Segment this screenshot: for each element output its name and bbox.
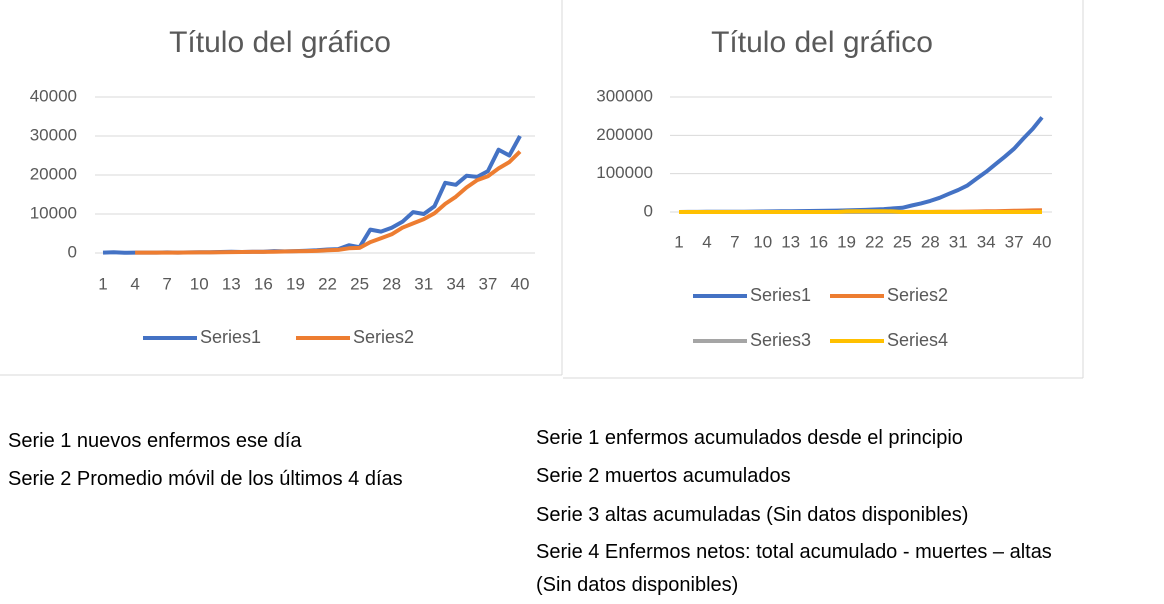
x-tick-label: 22 (865, 232, 884, 251)
x-tick-label: 19 (286, 274, 305, 293)
series-line (135, 150, 522, 255)
x-tick-label: 37 (478, 274, 497, 293)
note: Serie 2 Promedio móvil de los últimos 4 … (8, 468, 403, 490)
x-tick-label: 13 (222, 274, 241, 293)
note: Serie 4 Enfermos netos: total acumulado … (536, 541, 1052, 563)
x-tick-label: 28 (921, 232, 940, 251)
legend-label: Series4 (887, 330, 948, 350)
x-tick-label: 10 (190, 274, 209, 293)
legend-label: Series1 (750, 285, 811, 305)
x-tick-label: 34 (977, 232, 996, 251)
x-tick-label: 22 (318, 274, 337, 293)
note: Serie 2 muertos acumulados (536, 465, 791, 487)
legend-label: Series2 (887, 285, 948, 305)
x-tick-label: 34 (446, 274, 465, 293)
chart-title: Título del gráfico (169, 26, 391, 59)
x-tick-label: 40 (1033, 232, 1052, 251)
x-tick-label: 16 (809, 232, 828, 251)
y-tick-label: 40000 (30, 86, 77, 105)
x-tick-label: 1 (674, 232, 683, 251)
note: (Sin datos disponibles) (536, 574, 739, 596)
y-tick-label: 30000 (30, 125, 77, 144)
y-tick-label: 20000 (30, 164, 77, 183)
y-tick-label: 200000 (596, 125, 653, 144)
x-tick-label: 13 (781, 232, 800, 251)
chart-title: Título del gráfico (711, 26, 933, 59)
x-tick-label: 1 (98, 274, 107, 293)
x-tick-label: 28 (382, 274, 401, 293)
legend-label: Series3 (750, 330, 811, 350)
x-tick-label: 19 (837, 232, 856, 251)
y-tick-label: 300000 (596, 86, 653, 105)
y-tick-label: 0 (68, 242, 77, 261)
series-line (679, 209, 1042, 214)
y-tick-label: 100000 (596, 163, 653, 182)
x-tick-label: 40 (511, 274, 530, 293)
note: Serie 3 altas acumuladas (Sin datos disp… (536, 504, 969, 526)
x-tick-label: 7 (162, 274, 171, 293)
note: Serie 1 nuevos enfermos ese día (8, 430, 302, 452)
x-tick-label: 25 (350, 274, 369, 293)
series-line (678, 116, 1044, 214)
x-tick-label: 16 (254, 274, 273, 293)
x-tick-label: 4 (130, 274, 139, 293)
y-tick-label: 10000 (30, 203, 77, 222)
x-tick-label: 31 (949, 232, 968, 251)
y-tick-label: 0 (644, 201, 653, 220)
x-tick-label: 4 (702, 232, 711, 251)
legend-label: Series2 (353, 327, 414, 347)
x-tick-label: 25 (893, 232, 912, 251)
x-tick-label: 37 (1005, 232, 1024, 251)
legend-label: Series1 (200, 327, 261, 347)
x-tick-label: 10 (753, 232, 772, 251)
x-tick-label: 31 (414, 274, 433, 293)
note: Serie 1 enfermos acumulados desde el pri… (536, 427, 963, 449)
x-tick-label: 7 (730, 232, 739, 251)
